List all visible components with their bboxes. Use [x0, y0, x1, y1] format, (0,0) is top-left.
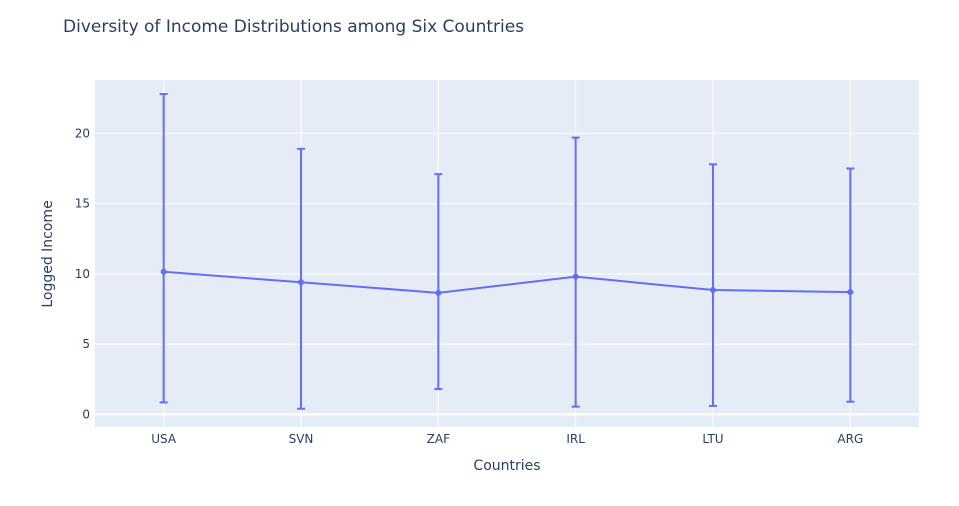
x-tick-label: IRL	[566, 432, 585, 446]
data-point	[572, 273, 579, 280]
data-point	[710, 287, 716, 294]
plot-area	[95, 80, 919, 427]
x-tick-label: USA	[151, 432, 177, 446]
data-point	[847, 289, 854, 296]
data-point	[160, 268, 167, 275]
y-axis-title: Logged Income	[40, 200, 56, 307]
series-line	[163, 270, 851, 294]
y-tick-label: 20	[75, 126, 90, 140]
data-point	[435, 289, 442, 296]
x-tick-label: LTU	[702, 432, 723, 446]
y-tick-label: 0	[82, 407, 90, 421]
y-axis-ticks: 0 5 10 15 20	[75, 126, 90, 421]
y-tick-label: 10	[75, 267, 90, 281]
chart-title: Diversity of Income Distributions among …	[63, 17, 524, 37]
y-tick-label: 15	[75, 197, 90, 211]
x-axis-title: Countries	[473, 458, 540, 474]
x-tick-label: ZAF	[427, 432, 450, 446]
x-axis-ticks: USA SVN ZAF IRL LTU ARG	[151, 432, 863, 446]
data-point	[298, 279, 304, 286]
y-tick-label: 5	[82, 337, 90, 351]
x-tick-label: ARG	[837, 432, 863, 446]
series-layer	[159, 93, 855, 410]
x-tick-label: SVN	[289, 432, 314, 446]
